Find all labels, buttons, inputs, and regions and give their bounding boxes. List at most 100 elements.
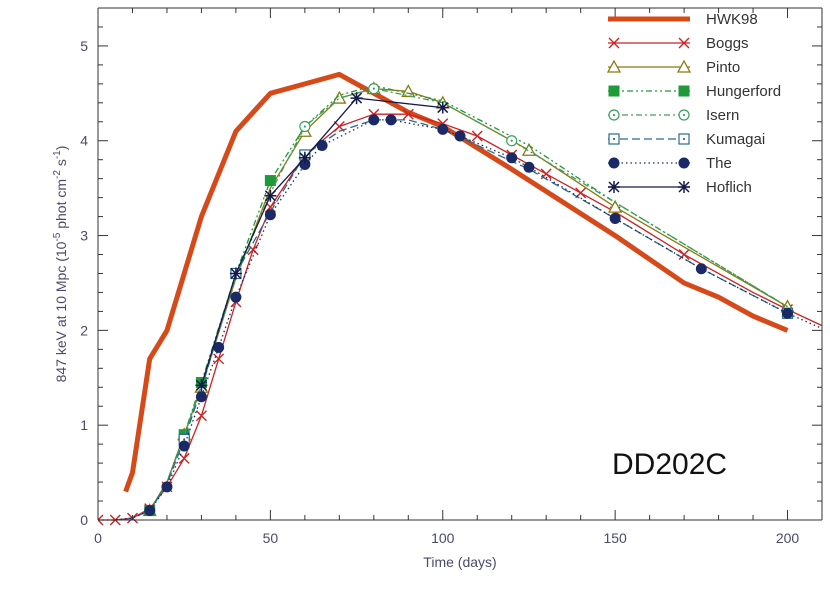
marker-the-3 (195, 391, 207, 403)
marker-boggs-6 (195, 410, 207, 422)
marker-isern-0 (299, 120, 311, 133)
y-tick-label-5: 5 (80, 38, 88, 54)
series-hoflich (195, 92, 449, 392)
legend-item-the: The (608, 155, 732, 172)
axes-layer (97, 7, 823, 521)
marker-the-5 (230, 291, 242, 303)
legend-marker-right-pinto (676, 59, 692, 73)
legend-item-hungerford: Hungerford (608, 83, 781, 100)
series-line-hungerford (149, 85, 788, 511)
legend-label-hoflich: Hoflich (706, 179, 752, 196)
series-line-the (98, 119, 822, 521)
marker-the-9 (368, 114, 380, 126)
y-axis-label-main: 847 keV at 10 Mpc (10 (53, 241, 69, 382)
legend-item-boggs: Boggs (608, 35, 749, 52)
legend-item-kumagai: Kumagai (608, 131, 765, 148)
y-tick-label-1: 1 (80, 417, 88, 433)
legend-marker-right-kumagai-dot (682, 137, 686, 141)
marker-hungerford-3 (264, 175, 276, 187)
legend-marker-left-pinto (606, 59, 622, 73)
legend-item-hwk98: HWK98 (608, 11, 758, 28)
legend-marker-left-isern-dot (612, 113, 616, 117)
legend-label-the: The (706, 155, 732, 172)
marker-isern-2 (506, 135, 518, 147)
marker-the-13 (506, 152, 518, 164)
legend-marker-right-hoflich (678, 181, 690, 193)
marker-boggs-9 (247, 244, 259, 256)
marker-pinto-9 (608, 199, 623, 213)
marker-isern-1 (368, 82, 380, 95)
marker-the-2 (178, 440, 190, 452)
x-tick-label-150: 150 (603, 530, 627, 546)
y-axis-label-mid: phot cm (53, 179, 69, 233)
marker-boggs-16 (471, 130, 483, 142)
marker-the-16 (695, 263, 707, 275)
legend-marker-right-boggs (678, 37, 690, 49)
x-tick-label-0: 0 (94, 530, 102, 546)
series-line-hwk98 (123, 71, 789, 493)
marker-the-17 (782, 307, 794, 319)
marker-kumagai-0-dot (183, 438, 186, 441)
marker-the-14 (523, 161, 535, 173)
marker-the-4 (213, 341, 225, 353)
legend-label-boggs: Boggs (706, 35, 749, 52)
legend-marker-right-isern (678, 109, 690, 121)
marker-isern-0-dot (303, 125, 306, 128)
x-tick-label-100: 100 (431, 530, 455, 546)
marker-isern-1-dot (372, 87, 375, 90)
y-axis-label-exp-3: -1 (52, 150, 63, 159)
marker-the-15 (609, 212, 621, 224)
legend-marker-right-the (678, 157, 690, 169)
marker-hoflich-2 (264, 189, 277, 202)
marker-hoflich-4 (350, 92, 363, 105)
marker-boggs-7 (213, 353, 225, 365)
marker-boggs-21 (678, 249, 690, 261)
x-axis-label: Time (days) (423, 554, 496, 570)
marker-the-1 (161, 481, 173, 493)
legend: HWK98 Boggs Pinto Hungerford Isern Kumagai The… (606, 11, 781, 196)
series-line-hoflich (200, 97, 443, 386)
marker-hoflich-5 (436, 101, 449, 114)
marker-the-8 (316, 139, 328, 151)
legend-item-isern: Isern (608, 107, 739, 124)
series-isern (149, 82, 788, 511)
y-tick-label-3: 3 (80, 228, 88, 244)
legend-label-isern: Isern (706, 107, 739, 124)
legend-marker-left-isern (608, 109, 620, 121)
x-tick-label-50: 50 (263, 530, 279, 546)
series-hwk98 (123, 71, 789, 493)
y-axis-label-end: ) (53, 146, 69, 151)
y-tick-label-2: 2 (80, 322, 88, 338)
ticks-layer: 0 50 100 150 200 0 1 2 3 4 5 (80, 8, 823, 546)
legend-marker-left-hoflich (608, 181, 620, 193)
legend-marker-left-boggs (608, 37, 620, 49)
legend-label-hungerford: Hungerford (706, 83, 781, 100)
legend-item-hoflich: Hoflich (608, 179, 752, 196)
series-layer (98, 71, 822, 526)
model-annotation: DD202C (612, 448, 727, 481)
marker-the-11 (437, 123, 449, 135)
legend-marker-left-kumagai (608, 133, 620, 145)
marker-the-0 (144, 505, 156, 517)
legend-marker-right-isern-dot (682, 113, 686, 117)
marker-the-6 (264, 209, 276, 221)
legend-marker-right-kumagai (678, 133, 690, 145)
y-axis-label-exp-2: -2 (52, 170, 63, 179)
marker-hoflich-0 (195, 379, 208, 392)
marker-the-10 (385, 114, 397, 126)
x-tick-label-200: 200 (776, 530, 800, 546)
legend-item-pinto: Pinto (606, 59, 740, 76)
y-axis-label: 847 keV at 10 Mpc (10-5 phot cm-2 s-1) (52, 146, 69, 383)
legend-label-hwk98: HWK98 (706, 11, 758, 28)
marker-boggs-0 (98, 514, 104, 526)
legend-label-kumagai: Kumagai (706, 131, 765, 148)
y-tick-label-0: 0 (80, 512, 88, 528)
marker-isern-2-dot (510, 139, 513, 142)
legend-marker-left-kumagai-dot (612, 137, 616, 141)
legend-marker-left-the (608, 157, 620, 169)
legend-marker-left-hungerford (608, 85, 620, 97)
y-axis-label-exp-1: -5 (52, 232, 63, 241)
marker-hoflich-1 (229, 267, 242, 280)
marker-hoflich-3 (298, 151, 311, 164)
